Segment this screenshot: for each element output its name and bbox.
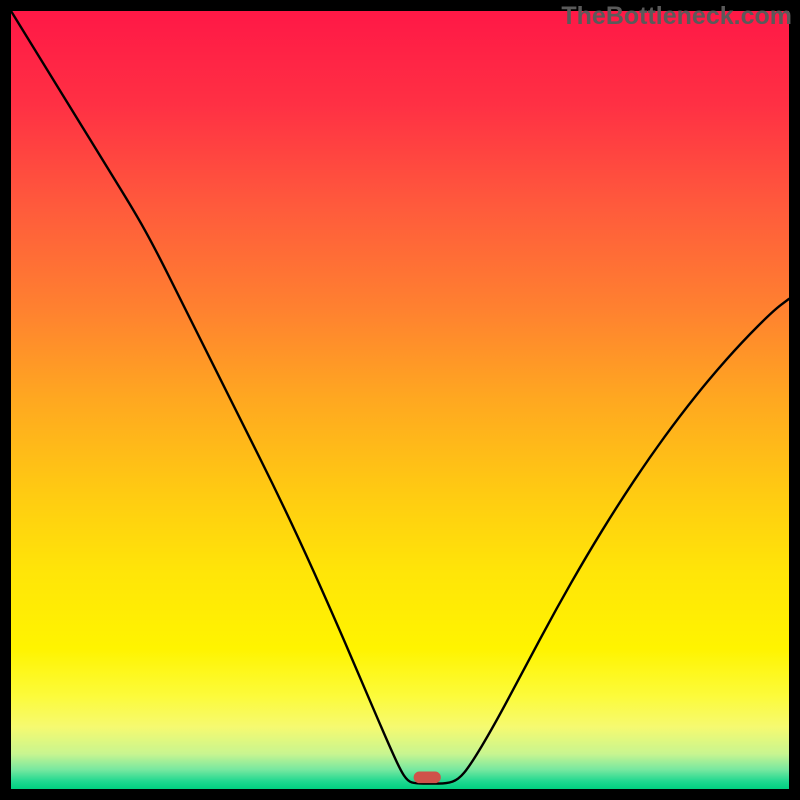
plot-area (11, 11, 789, 789)
watermark-text: TheBottleneck.com (561, 2, 792, 31)
minimum-marker (414, 771, 441, 783)
chart-svg (11, 11, 789, 789)
chart-container: TheBottleneck.com (0, 0, 800, 800)
